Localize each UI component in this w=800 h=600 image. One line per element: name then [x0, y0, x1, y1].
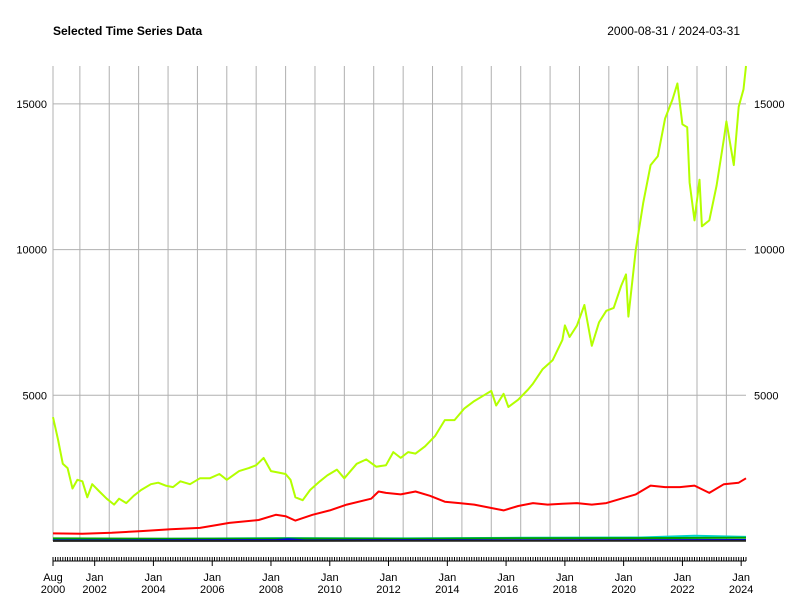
- x-tick-label-month: Jan: [203, 572, 221, 584]
- date-range-label: 2000-08-31 / 2024-03-31: [607, 24, 740, 38]
- chart-title: Selected Time Series Data: [53, 24, 203, 38]
- x-tick-label-month: Jan: [615, 572, 633, 584]
- grid-lines: [52, 66, 746, 541]
- x-tick-label-month: Jan: [86, 572, 104, 584]
- x-tick-label-year: 2010: [318, 584, 342, 596]
- x-tick-label-year: 2006: [200, 584, 224, 596]
- y-tick-label-left: 5000: [23, 390, 47, 402]
- x-tick-label-month: Jan: [380, 572, 398, 584]
- x-tick-label-year: 2022: [670, 584, 694, 596]
- series-line-1: [52, 65, 747, 506]
- x-tick-label-month: Jan: [321, 572, 339, 584]
- x-tick-label-month: Aug: [43, 572, 63, 584]
- x-tick-label-year: 2014: [435, 584, 459, 596]
- x-tick-label-month: Jan: [438, 572, 456, 584]
- x-tick-label-year: 2004: [141, 584, 165, 596]
- series-line-2: [52, 477, 747, 535]
- y-tick-label-right: 15000: [754, 99, 785, 111]
- series-line-4: [52, 536, 747, 540]
- x-tick-label-year: 2024: [729, 584, 753, 596]
- data-series: [52, 65, 747, 542]
- x-tick-label-year: 2020: [611, 584, 635, 596]
- x-tick-label-year: 2000: [41, 584, 65, 596]
- y-tick-label-right: 10000: [754, 245, 785, 257]
- x-tick-label-year: 2012: [376, 584, 400, 596]
- y-tick-label-right: 5000: [754, 390, 778, 402]
- x-tick-label-month: Jan: [732, 572, 750, 584]
- x-tick-label-month: Jan: [674, 572, 692, 584]
- x-tick-label-year: 2016: [494, 584, 518, 596]
- x-tick-label-year: 2008: [259, 584, 283, 596]
- x-tick-label-month: Jan: [262, 572, 280, 584]
- x-tick-label-month: Jan: [145, 572, 163, 584]
- y-tick-label-left: 15000: [16, 99, 47, 111]
- x-tick-label-month: Jan: [497, 572, 515, 584]
- x-tick-label-year: 2002: [82, 584, 106, 596]
- y-tick-label-left: 10000: [16, 245, 47, 257]
- x-tick-label-month: Jan: [556, 572, 574, 584]
- x-tick-label-year: 2018: [553, 584, 577, 596]
